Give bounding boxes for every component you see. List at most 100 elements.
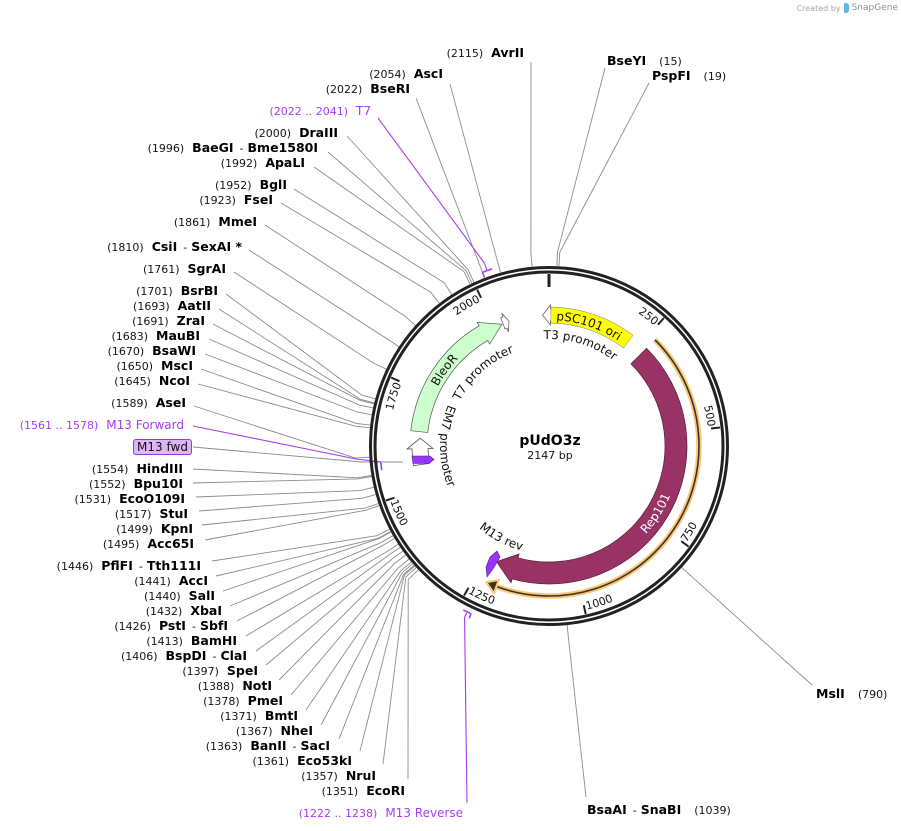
site-label-mmei[interactable]: (1861) MmeI <box>174 213 257 229</box>
site-label-draiii[interactable]: (2000) DraIII <box>254 124 338 140</box>
site-label-bseri[interactable]: (2022) BseRI <box>326 80 410 96</box>
site-label-bpu10i[interactable]: (1552) Bpu10I <box>89 475 183 491</box>
site-label-ecori[interactable]: (1351) EcoRI <box>322 782 405 798</box>
site-label-psti-sbfi[interactable]: (1426) PstI - SbfI <box>114 617 228 633</box>
enzyme-name: MmeI <box>218 214 257 229</box>
site-position: (1645) <box>114 375 151 388</box>
backbone <box>369 266 729 626</box>
site-label-msci[interactable]: (1650) MscI <box>116 357 193 373</box>
site-label-spei[interactable]: (1397) SpeI <box>182 662 258 678</box>
feature-label-em7-promoter[interactable]: EM7 promoter <box>437 403 459 488</box>
site-label-maubi[interactable]: (1683) MauBI <box>111 327 200 343</box>
site-label-bgli[interactable]: (1952) BglI <box>215 176 287 192</box>
watermark-prefix: Created by <box>796 3 841 13</box>
site-label-baegi-bme1580i[interactable]: (1996) BaeGI - Bme1580I <box>148 139 318 155</box>
primer-bracket-t7[interactable] <box>482 268 493 274</box>
site-label-asci[interactable]: (2054) AscI <box>369 65 443 81</box>
site-label-msli[interactable]: MslI (790) <box>816 685 887 701</box>
feature-bleor[interactable] <box>410 321 503 433</box>
site-label-kpni[interactable]: (1499) KpnI <box>116 520 193 536</box>
site-label-stui[interactable]: (1517) StuI <box>115 505 188 521</box>
site-label-asei[interactable]: (1589) AseI <box>111 394 186 410</box>
site-label-pmei[interactable]: (1378) PmeI <box>203 692 283 708</box>
site-label-pflfi-tth111i[interactable]: (1446) PflFI - Tth111I <box>57 557 201 573</box>
site-position: (790) <box>857 688 888 701</box>
enzyme-name: AseI <box>155 395 186 410</box>
backbone-outer-strand <box>369 266 729 626</box>
site-label-csii-sexai[interactable]: (1810) CsiI - SexAI * <box>107 238 242 254</box>
site-label-bsrbi[interactable]: (1701) BsrBI <box>136 282 218 298</box>
feature-psc101-ori[interactable] <box>550 306 634 349</box>
site-position: (1589) <box>111 397 148 410</box>
primer-range: (2022 .. 2041) <box>269 105 349 118</box>
separator: - <box>138 560 143 573</box>
site-label-aatii[interactable]: (1693) AatII <box>133 297 211 313</box>
enzyme-name-2: SbfI <box>199 618 228 633</box>
site-label-acc65i[interactable]: (1495) Acc65I <box>103 535 194 551</box>
site-label-bmti[interactable]: (1371) BmtI <box>220 707 298 723</box>
leader-line <box>215 531 391 577</box>
feature-t7-promoter[interactable] <box>500 312 510 333</box>
site-position: (1683) <box>111 330 149 343</box>
site-label-apali[interactable]: (1992) ApaLI <box>221 154 305 170</box>
enzyme-name: MslI <box>816 686 845 701</box>
site-label-acci[interactable]: (1441) AccI <box>134 572 208 588</box>
feature-m13-rev[interactable] <box>485 550 501 578</box>
feature-tag-m13-fwd[interactable]: M13 fwd <box>133 439 192 455</box>
enzyme-name-2: Tth111I <box>146 558 201 573</box>
enzyme-name: BseYI <box>607 53 647 68</box>
enzyme-name: ApaLI <box>265 155 305 170</box>
site-label-ncoi[interactable]: (1645) NcoI <box>114 372 190 388</box>
site-position: (1499) <box>116 523 153 536</box>
site-label-hindiii[interactable]: (1554) HindIII <box>92 460 183 476</box>
primer-bracket-m13-forward[interactable] <box>379 461 383 471</box>
enzyme-name: FseI <box>243 192 273 207</box>
enzyme-name: BaeGI <box>192 140 234 155</box>
site-label-bspdi-clai[interactable]: (1406) BspDI - ClaI <box>121 647 247 663</box>
site-label-bseyi[interactable]: BseYI (15) <box>607 52 682 68</box>
enzyme-name: BglI <box>259 177 287 192</box>
site-label-eco53ki[interactable]: (1361) Eco53kI <box>253 752 352 768</box>
primer-bracket-m13-reverse[interactable] <box>462 609 472 615</box>
leader-line <box>255 546 401 652</box>
separator: - <box>239 142 244 155</box>
site-label-sali[interactable]: (1440) SalI <box>144 587 215 603</box>
rep101-orf-line[interactable] <box>493 339 700 597</box>
tick-label-text: 1500 <box>387 498 410 528</box>
enzyme-name: EcoO109I <box>119 491 185 506</box>
primer-label-m13-reverse[interactable]: (1222 .. 1238) M13 Reverse <box>299 804 463 820</box>
site-label-nrui[interactable]: (1357) NruI <box>301 767 376 783</box>
site-label-ecoo109i[interactable]: (1531) EcoO109I <box>75 490 185 506</box>
watermark-brand: SnapGene <box>851 3 898 13</box>
site-label-avrii[interactable]: (2115) AvrII <box>447 44 524 60</box>
site-position: (1367) <box>235 725 273 738</box>
site-label-fsei[interactable]: (1923) FseI <box>199 191 273 207</box>
primer-leader-m13-forward <box>192 425 381 463</box>
features <box>405 303 702 599</box>
site-label-sgrai[interactable]: (1761) SgrAI <box>143 260 226 276</box>
primer-label-m13-forward[interactable]: (1561 .. 1578) M13 Forward <box>20 416 184 432</box>
feature-m13-fwd[interactable] <box>411 455 435 464</box>
site-label-bamhi[interactable]: (1413) BamHI <box>146 632 237 648</box>
site-label-bsaai-snabi[interactable]: BsaAI - SnaBI (1039) <box>587 801 731 817</box>
leader-line <box>449 83 502 273</box>
site-label-banii-saci[interactable]: (1363) BanII - SacI <box>206 737 330 753</box>
tick-label-text: 2000 <box>451 292 482 318</box>
leader-line <box>382 567 417 765</box>
tick-label-text: 500 <box>701 404 718 427</box>
leader-line <box>278 554 407 681</box>
feature-rep101[interactable] <box>495 347 688 585</box>
tick-mark <box>385 496 395 502</box>
site-position: (1861) <box>173 216 211 229</box>
feature-label-m13-rev[interactable]: M13 rev <box>477 520 525 554</box>
site-label-nhei[interactable]: (1367) NheI <box>236 722 313 738</box>
site-label-bsawi[interactable]: (1670) BsaWI <box>108 342 196 358</box>
site-position: (1761) <box>142 263 180 276</box>
site-label-pspfi[interactable]: PspFI (19) <box>652 67 726 83</box>
site-label-zrai[interactable]: (1691) ZraI <box>132 312 205 328</box>
site-label-xbai[interactable]: (1432) XbaI <box>146 602 222 618</box>
primer-label-t7[interactable]: (2022 .. 2041) T7 <box>269 102 371 118</box>
site-position: (1996) <box>147 142 185 155</box>
site-label-noti[interactable]: (1388) NotI <box>198 677 272 693</box>
